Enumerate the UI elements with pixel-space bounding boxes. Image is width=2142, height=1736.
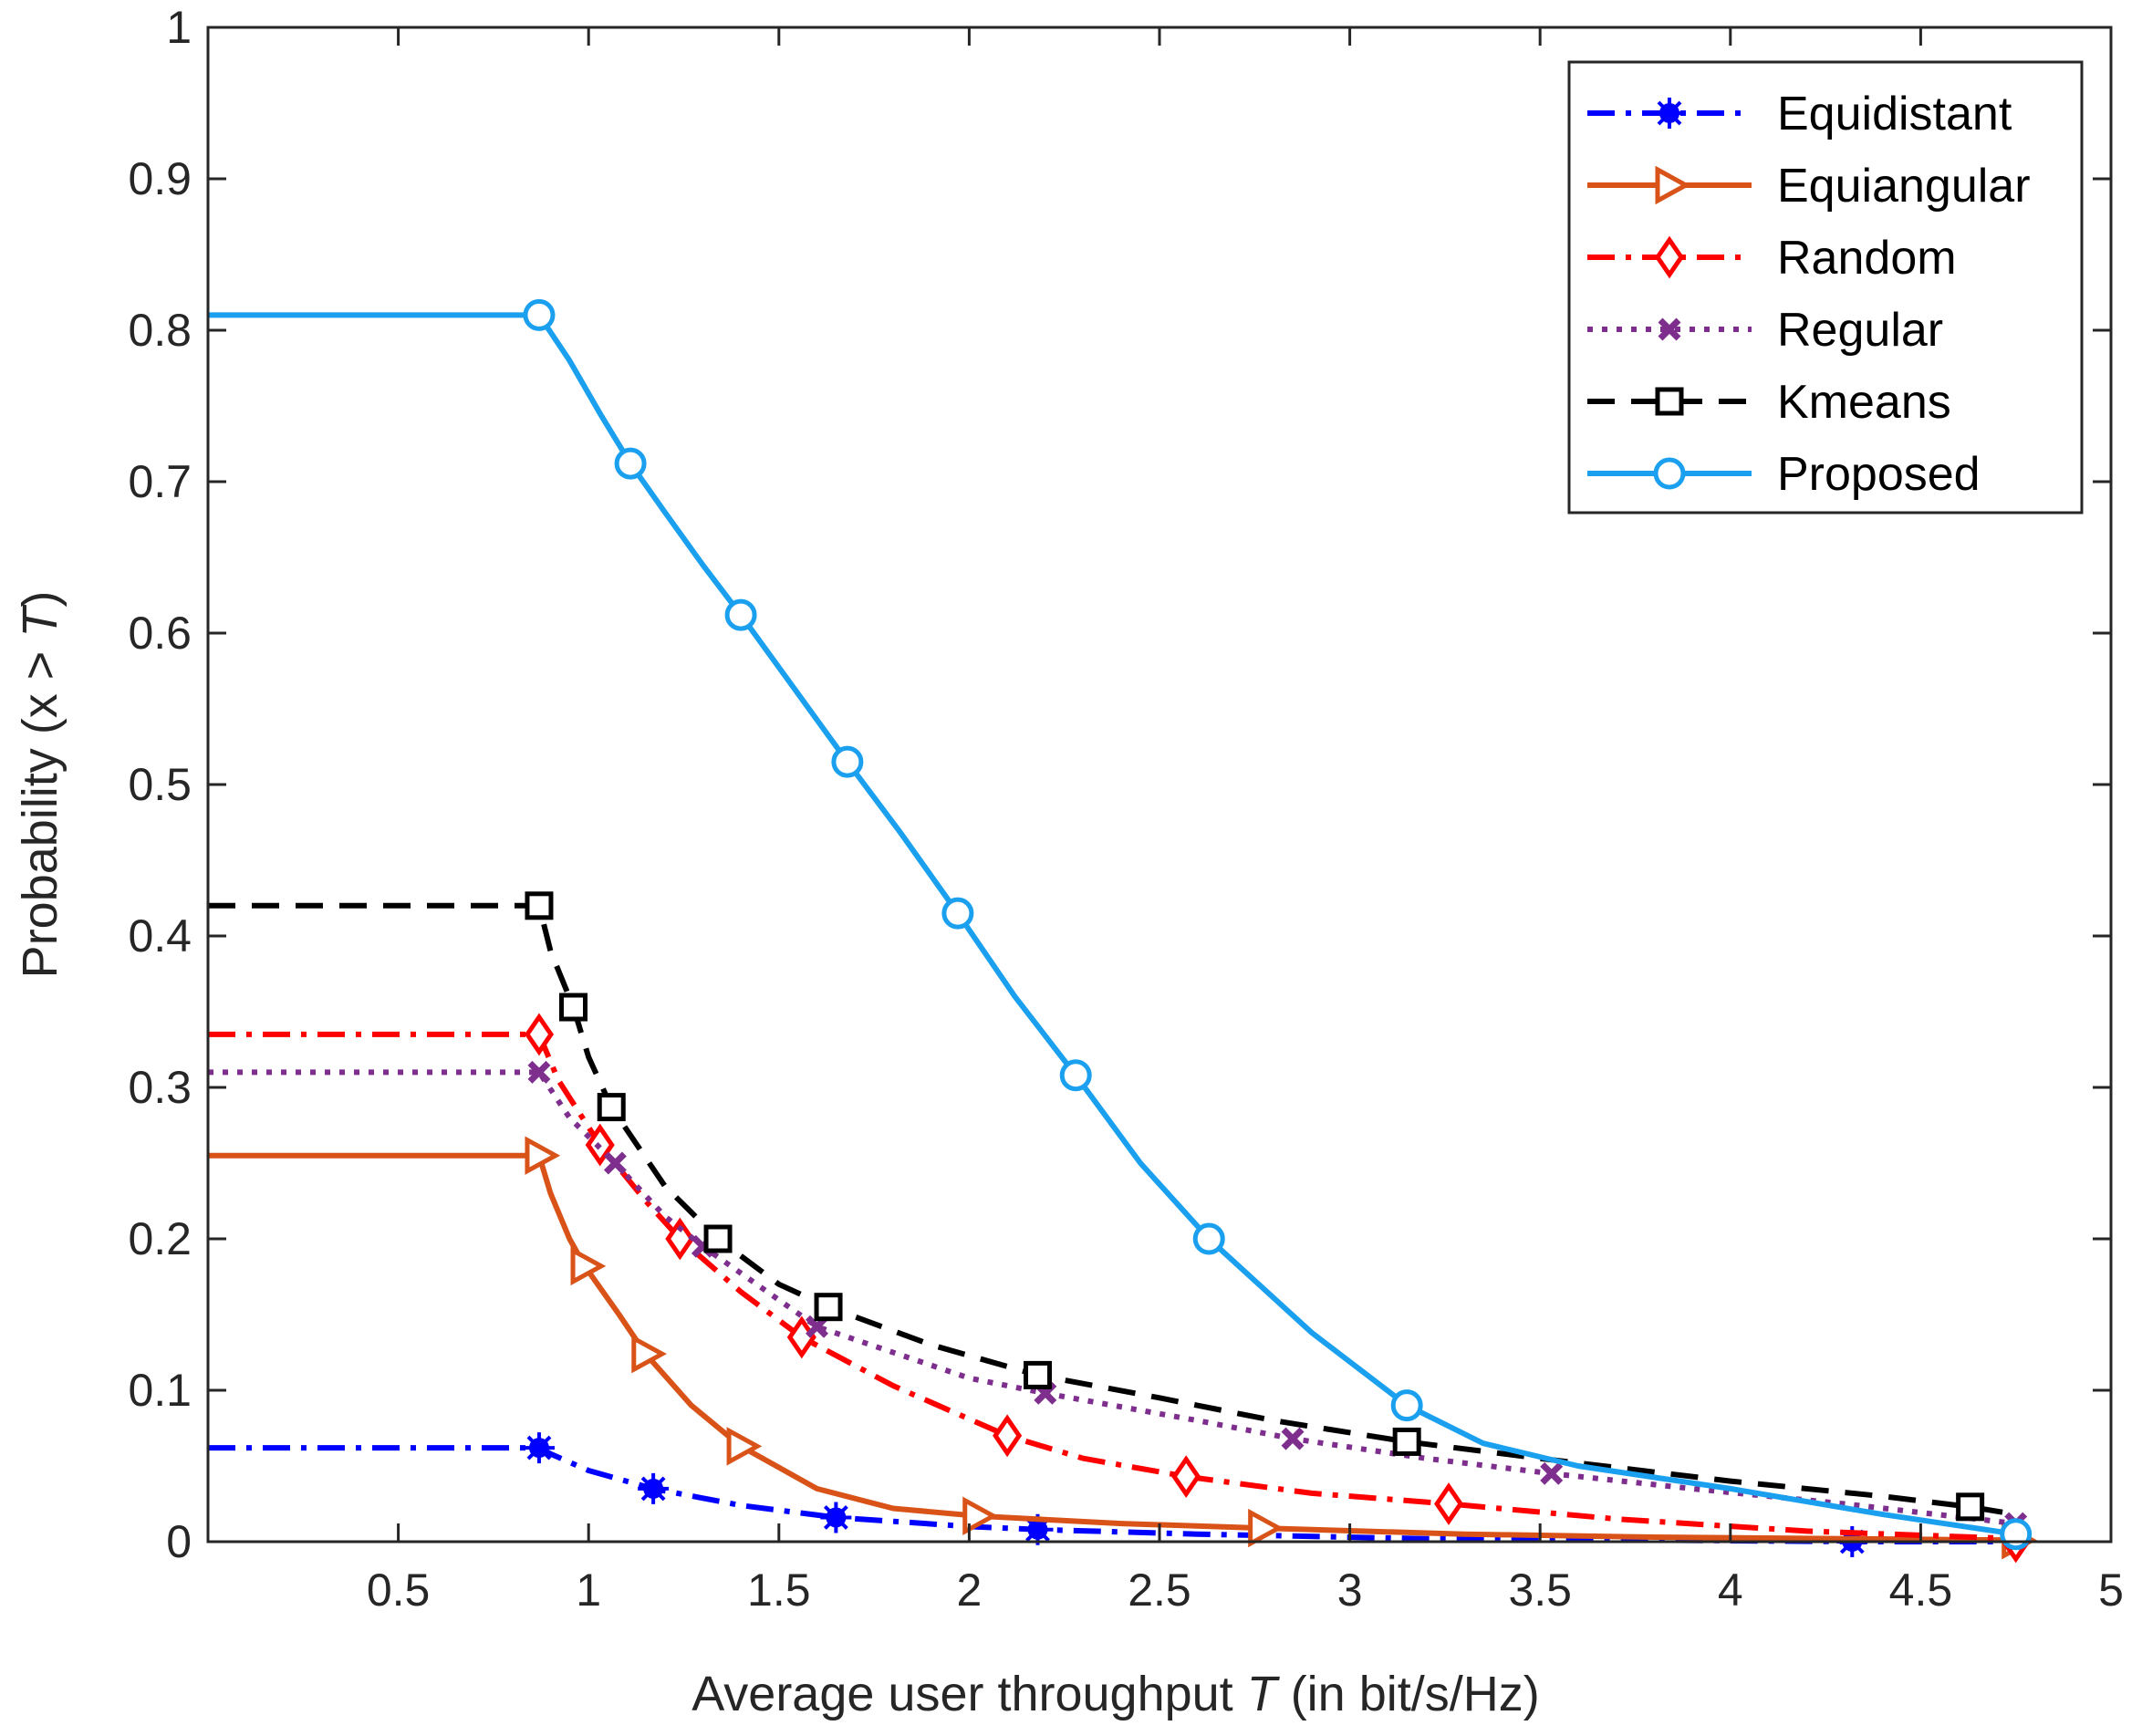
- data-point-random-4: [993, 1414, 1023, 1458]
- series-layer: [208, 298, 2037, 1564]
- legend-marker-random: [1654, 235, 1685, 279]
- legend-entry-equidistant: Equidistant: [1587, 88, 2012, 140]
- x-tick-label: 3: [1337, 1564, 1363, 1616]
- data-point-equidistant-3: [1022, 1513, 1054, 1545]
- legend-entry-regular: Regular: [1587, 304, 1943, 357]
- data-point-regular-0: [527, 1060, 551, 1084]
- data-point-kmeans-1: [559, 993, 588, 1022]
- legend-label: Equiangular: [1777, 160, 2031, 213]
- data-point-kmeans-5: [1023, 1360, 1052, 1389]
- data-point-random-0: [524, 1013, 554, 1056]
- data-point-kmeans-3: [703, 1224, 733, 1253]
- legend-marker-kmeans: [1655, 387, 1684, 416]
- data-point-proposed-3: [831, 745, 864, 778]
- legend-entry-equiangular: Equiangular: [1587, 160, 2031, 213]
- data-point-equiangular-2: [631, 1334, 667, 1374]
- x-tick-label: 3.5: [1508, 1564, 1572, 1616]
- legend-marker-regular: [1658, 317, 1681, 341]
- y-tick-label: 0.2: [128, 1213, 192, 1264]
- x-tick-label: 2: [956, 1564, 982, 1616]
- y-tick-label: 0.9: [128, 153, 192, 204]
- data-point-equiangular-4: [962, 1496, 998, 1536]
- data-point-equidistant-2: [820, 1502, 852, 1533]
- data-point-equidistant-0: [523, 1432, 555, 1464]
- data-point-kmeans-6: [1392, 1427, 1421, 1456]
- data-point-random-5: [1171, 1455, 1201, 1499]
- y-tick-label: 0.7: [128, 456, 192, 507]
- y-tick-label: 1: [166, 2, 192, 53]
- x-tick-label: 4.5: [1889, 1564, 1953, 1616]
- data-point-equiangular-5: [1248, 1508, 1284, 1548]
- series-kmeans: [208, 891, 2017, 1522]
- y-axis-label: Probability (x > T): [13, 591, 68, 979]
- legend-label: Proposed: [1777, 448, 1981, 501]
- x-axis-label-variable: T: [1247, 1667, 1281, 1721]
- y-tick-label: 0.1: [128, 1365, 192, 1416]
- legend-marker-proposed: [1653, 457, 1686, 490]
- legend-entry-random: Random: [1587, 232, 1957, 285]
- data-point-kmeans-0: [525, 891, 554, 920]
- data-point-proposed-1: [614, 447, 647, 480]
- series-line-regular: [208, 1069, 2017, 1527]
- data-point-proposed-0: [523, 298, 556, 331]
- x-tick-label: 1.5: [747, 1564, 811, 1616]
- y-tick-label: 0: [166, 1516, 192, 1567]
- x-tick-label: 5: [2098, 1564, 2124, 1616]
- legend-marker-equiangular: [1655, 165, 1691, 205]
- data-point-proposed-8: [2000, 1518, 2033, 1551]
- data-point-kmeans-7: [1956, 1492, 1985, 1522]
- data-point-proposed-6: [1192, 1222, 1225, 1255]
- data-point-regular-5: [1281, 1427, 1305, 1450]
- data-point-random-6: [1434, 1482, 1464, 1525]
- y-tick-label: 0.8: [128, 305, 192, 356]
- legend-label: Kmeans: [1777, 376, 1951, 429]
- legend-entry-proposed: Proposed: [1587, 448, 1981, 501]
- axes-layer: 0.5 1 1.5 2 2.5 3 3.5 4 4.5 5 0 0.1 0.2 0.3 0.4 0.5 0.6 0…: [128, 2, 2123, 1616]
- legend-label: Equidistant: [1777, 88, 2012, 140]
- x-axis-label-suffix: (in bit/s/Hz): [1277, 1667, 1540, 1721]
- data-point-proposed-7: [1390, 1389, 1423, 1422]
- y-tick-label: 0.6: [128, 608, 192, 659]
- series-line-equiangular: [208, 1152, 2016, 1544]
- data-point-proposed-2: [724, 598, 757, 631]
- legend-box: [1567, 60, 2084, 515]
- series-line-equidistant: [208, 1445, 2016, 1544]
- y-tick-label: 0.3: [128, 1062, 192, 1113]
- y-axis-label-variable: T: [13, 604, 68, 638]
- data-point-kmeans-2: [597, 1093, 626, 1122]
- y-axis-label-prefix: Probability (x >: [13, 638, 68, 979]
- x-tick-label: 4: [1718, 1564, 1743, 1616]
- data-point-regular-1: [603, 1151, 627, 1175]
- series-equiangular: [208, 1136, 2037, 1560]
- legend-label: Regular: [1777, 304, 1943, 357]
- x-axis-label: Average user throughput T (in bit/s/Hz): [691, 1667, 1539, 1721]
- legend: Equidistant Equiangular Random Regular Kmean…: [1567, 60, 2084, 515]
- y-tick-label: 0.5: [128, 759, 192, 810]
- legend-entry-kmeans: Kmeans: [1587, 376, 1951, 429]
- data-point-kmeans-4: [814, 1293, 843, 1322]
- series-line-random: [208, 1031, 2016, 1542]
- data-point-equiangular-0: [525, 1136, 561, 1175]
- x-tick-label: 1: [576, 1564, 601, 1616]
- x-tick-label: 2.5: [1128, 1564, 1191, 1616]
- data-point-equidistant-1: [638, 1472, 670, 1504]
- y-tick-label: 0.4: [128, 910, 192, 962]
- legend-marker-equidistant: [1654, 98, 1685, 129]
- data-point-proposed-5: [1059, 1059, 1092, 1092]
- data-point-random-2: [665, 1217, 695, 1261]
- series-random: [208, 1013, 2031, 1564]
- series-proposed: [208, 298, 2033, 1551]
- data-point-equiangular-3: [726, 1427, 763, 1466]
- legend-label: Random: [1777, 232, 1957, 285]
- x-tick-label: 0.5: [367, 1564, 431, 1616]
- data-point-regular-6: [1540, 1461, 1564, 1485]
- x-axis-label-prefix: Average user throughput: [691, 1667, 1246, 1721]
- data-point-equiangular-1: [570, 1246, 607, 1286]
- y-axis-label-suffix: ): [13, 591, 68, 608]
- data-point-proposed-4: [941, 897, 974, 930]
